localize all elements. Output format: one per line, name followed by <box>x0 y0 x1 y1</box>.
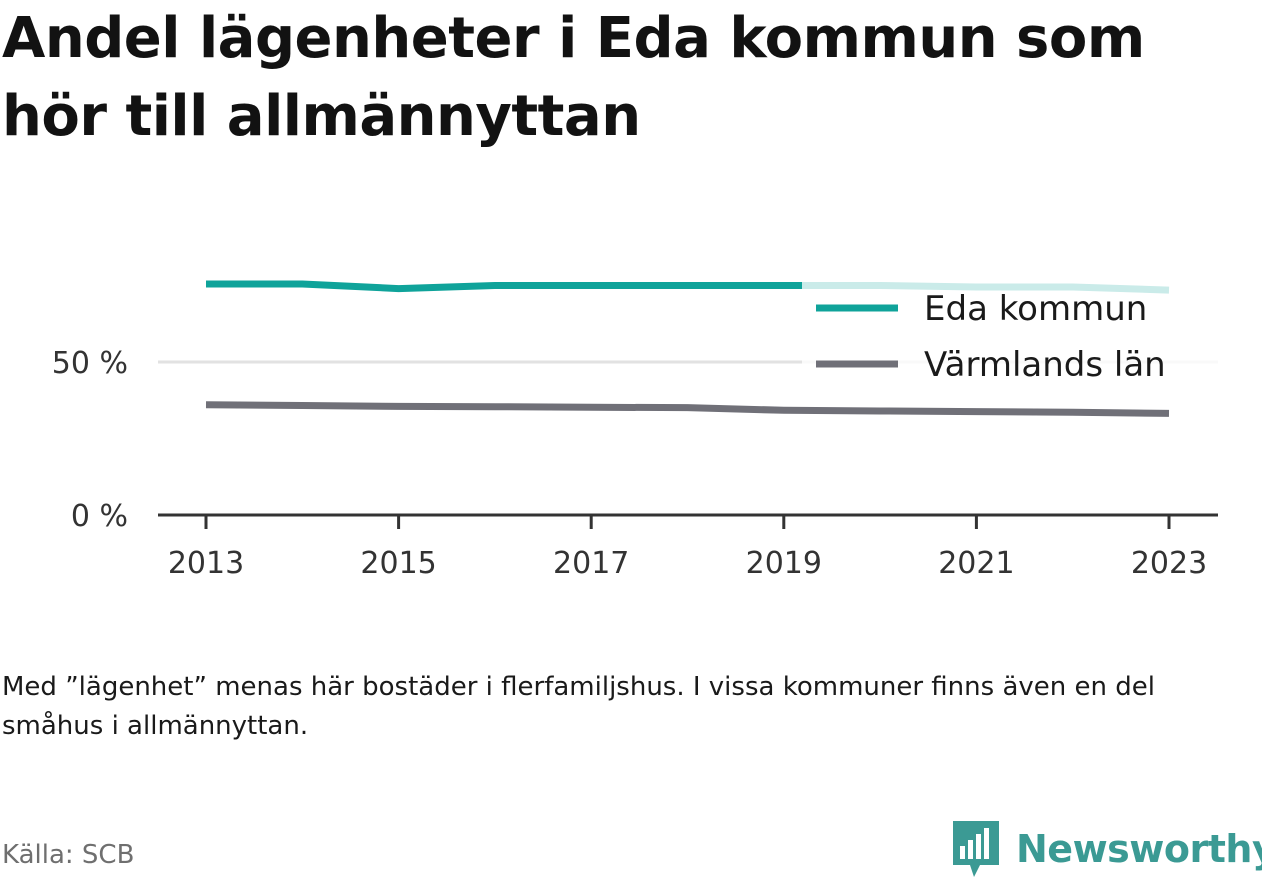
x-tick-label: 2019 <box>746 546 822 581</box>
x-tick-label: 2023 <box>1131 546 1207 581</box>
footnote: Med ”lägenhet” menas här bostäder i fler… <box>2 672 1155 741</box>
x-tick-label: 2017 <box>553 546 629 581</box>
y-tick-label: 50 % <box>52 346 128 381</box>
newsworthy-logo-icon <box>953 821 999 877</box>
legend-background <box>802 282 1218 388</box>
x-tick-label: 2021 <box>938 546 1014 581</box>
chart-title: Andel lägenheter i Eda kommun som hör ti… <box>2 6 1145 149</box>
y-tick-label: 0 % <box>71 499 128 534</box>
legend: Eda kommun Värmlands län <box>802 282 1218 388</box>
x-tick-label: 2013 <box>168 546 244 581</box>
series-line-varmlands-lan <box>205 401 1170 417</box>
brand-name: Newsworthy <box>1016 827 1262 871</box>
x-tick-label: 2015 <box>360 546 436 581</box>
axes: 0 % 50 % 2013 2015 2017 2019 2021 2023 <box>52 346 1218 581</box>
source-label: Källa: SCB <box>2 840 135 870</box>
legend-label: Eda kommun <box>924 289 1147 329</box>
legend-label: Värmlands län <box>924 345 1166 385</box>
brand-logo: Newsworthy <box>950 818 1262 880</box>
